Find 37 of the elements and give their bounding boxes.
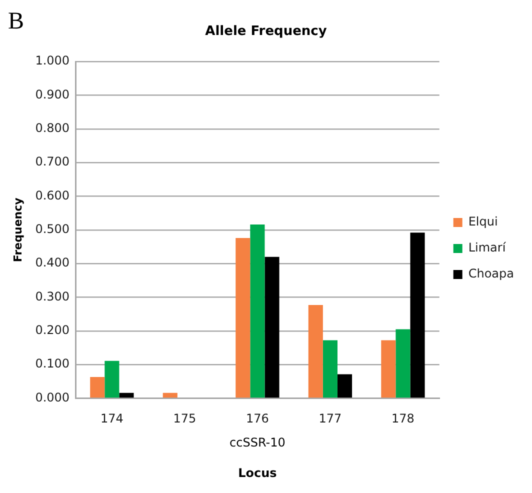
y-tick-label: 0.000 <box>35 390 70 404</box>
y-tick-label: 0.900 <box>35 87 70 102</box>
legend-label: Limarí <box>468 240 506 255</box>
y-tick-label: 0.800 <box>35 121 70 136</box>
bar <box>162 392 178 398</box>
bar <box>381 340 396 398</box>
x-axis-title: Locus <box>238 466 277 480</box>
bar <box>396 329 410 398</box>
bar <box>322 340 338 398</box>
y-tick-label: 0.400 <box>35 256 70 270</box>
bar <box>264 256 280 398</box>
y-tick-label: 0.300 <box>35 289 70 304</box>
bar <box>337 374 352 398</box>
y-tick-label: 0.100 <box>35 356 70 371</box>
x-tick-label: 177 <box>318 412 342 426</box>
bar <box>90 376 105 398</box>
bar <box>104 360 120 398</box>
x-tick-label: 176 <box>246 412 269 426</box>
legend-label: Choapa <box>468 266 514 281</box>
chart-title: Allele Frequency <box>205 24 328 40</box>
y-tick-label: 0.200 <box>35 323 70 338</box>
legend-label: Elqui <box>468 214 498 229</box>
bar <box>250 224 265 398</box>
y-tick-label: 0.500 <box>35 222 70 236</box>
x-tick-label: 174 <box>100 412 124 426</box>
bar <box>308 304 323 398</box>
y-axis-title: Frequency <box>11 198 24 262</box>
bar <box>236 238 250 398</box>
bar <box>410 232 425 398</box>
text: ccSSR-10 <box>230 435 286 450</box>
y-tick-label: 0.700 <box>35 154 70 169</box>
bar <box>119 392 134 398</box>
text: B <box>8 8 24 34</box>
y-tick-label: 0.600 <box>35 188 70 202</box>
y-tick-label: 1.000 <box>35 54 70 68</box>
x-tick-label: 175 <box>173 412 196 426</box>
x-tick-label: 178 <box>392 412 414 426</box>
